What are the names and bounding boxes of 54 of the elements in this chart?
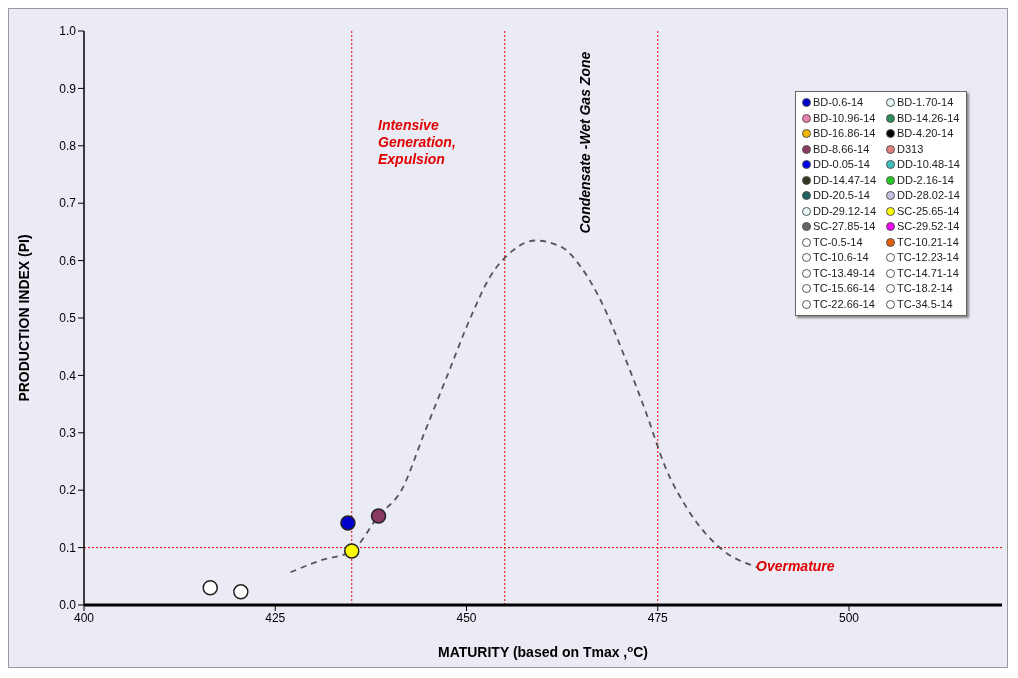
legend-label: BD-16.86-14 (813, 126, 876, 141)
x-tick-label: 425 (265, 610, 286, 625)
legend-label: BD-1.70-14 (897, 95, 954, 110)
y-tick-label: 0.1 (59, 540, 77, 555)
annotation: Intensive Generation, Expulsion (378, 117, 457, 168)
legend-label: BD-10.96-14 (813, 110, 876, 126)
legend-label: TC-22.66-14 (813, 296, 875, 312)
legend-label: TC-12.23-14 (897, 250, 959, 265)
legend-label: TC-13.49-14 (813, 265, 875, 281)
point (340, 515, 356, 531)
y-tick-label: 0.7 (59, 196, 77, 211)
legend-label: DD-10.48-14 (897, 157, 960, 172)
annotation: Overmature (756, 558, 835, 575)
legend-label: D313 (897, 141, 924, 157)
y-tick-label: 0.6 (59, 253, 77, 268)
legend-label: BD-14.26-14 (897, 110, 960, 126)
x-axis-title: MATURITY (based on Tmax ,$^{o}$C) (437, 642, 649, 660)
legend-label: DD-29.12-14 (813, 203, 877, 219)
legend-label: BD-4.20-14 (897, 126, 954, 141)
legend-label: DD-2.16-14 (897, 172, 954, 188)
point (370, 508, 387, 524)
y-tick-label: 0.5 (59, 311, 77, 326)
x-tick-label: 450 (456, 610, 477, 625)
legend-label: SC-27.85-14 (813, 219, 876, 234)
point (344, 543, 360, 559)
y-axis-title: PRODUCTION INDEX (PI) (15, 234, 32, 402)
y-tick-label: 0.3 (59, 426, 77, 441)
legend-label: TC-10.6-14 (813, 250, 869, 265)
legend-label: DD-28.02-14 (897, 188, 960, 203)
legend-label: TC-34.5-14 (897, 296, 953, 312)
x-tick-label: 500 (838, 610, 860, 625)
y-tick-label: 0.0 (59, 598, 77, 613)
legend-label: DD-14.47-14 (813, 172, 877, 188)
legend-label: SC-29.52-14 (897, 219, 960, 234)
legend-label: TC-0.5-14 (813, 234, 863, 250)
annotation: Condensate -Wet Gas Zone (576, 51, 594, 234)
y-tick-label: 0.2 (59, 483, 77, 498)
legend-label: DD-20.5-14 (813, 188, 870, 203)
point (202, 580, 218, 596)
legend-label: DD-0.05-14 (813, 157, 870, 172)
legend-label: SC-25.65-14 (897, 203, 960, 219)
legend-label: TC-15.66-14 (813, 281, 875, 296)
legend-label: TC-10.21-14 (897, 234, 959, 250)
legend-label: BD-8.66-14 (813, 141, 870, 157)
y-tick-label: 0.4 (59, 368, 77, 383)
y-tick-label: 0.9 (59, 81, 77, 96)
point (233, 584, 249, 600)
legend-label: TC-18.2-14 (897, 281, 953, 296)
x-tick-label: 400 (73, 610, 95, 625)
x-tick-label: 475 (647, 610, 669, 625)
legend-label: TC-14.71-14 (897, 265, 959, 281)
y-tick-label: 0.8 (59, 139, 77, 154)
y-tick-label: 1.0 (59, 24, 77, 39)
legend-label: BD-0.6-14 (813, 95, 864, 110)
